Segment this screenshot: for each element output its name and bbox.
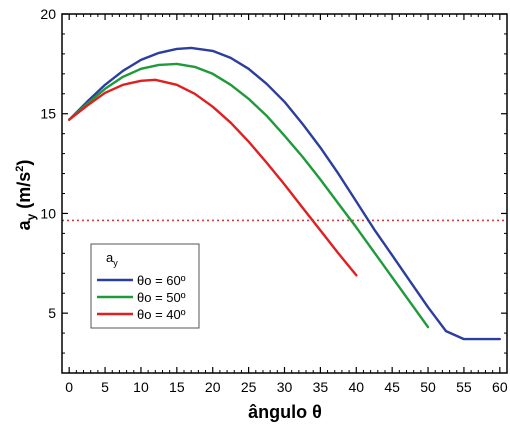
series-layer bbox=[68, 46, 501, 341]
y-ticks: 5 10 15 20 bbox=[40, 6, 507, 354]
x-tick-label: 35 bbox=[313, 379, 329, 395]
x-tick-label: 25 bbox=[241, 379, 257, 395]
x-tick-label: 10 bbox=[133, 379, 149, 395]
legend-title: ay bbox=[106, 250, 118, 268]
legend: ay θo = 60º θo = 50º θo = 40º bbox=[90, 243, 200, 329]
x-ticks: 0 5 10 15 20 25 30 35 40 45 50 55 60 bbox=[65, 14, 508, 395]
series-line-1 bbox=[68, 46, 501, 341]
x-tick-label: 50 bbox=[420, 379, 436, 395]
series-line-3 bbox=[68, 78, 358, 277]
x-tick-label: 30 bbox=[277, 379, 293, 395]
x-axis-title: ângulo θ bbox=[248, 402, 322, 422]
x-tick-label: 15 bbox=[169, 379, 185, 395]
y-tick-label: 5 bbox=[48, 305, 56, 321]
x-tick-label: 55 bbox=[456, 379, 472, 395]
legend-label-3: θo = 40º bbox=[137, 307, 186, 322]
x-tick-label: 0 bbox=[65, 379, 73, 395]
y-tick-label: 10 bbox=[40, 205, 56, 221]
x-tick-label: 40 bbox=[348, 379, 364, 395]
legend-label-1: θo = 60º bbox=[137, 273, 186, 288]
x-tick-label: 45 bbox=[384, 379, 400, 395]
series-line-2 bbox=[68, 62, 430, 329]
y-tick-label: 15 bbox=[40, 106, 56, 122]
legend-label-2: θo = 50º bbox=[137, 290, 186, 305]
x-tick-label: 60 bbox=[492, 379, 508, 395]
y-axis-title: ay (m/s2) bbox=[14, 160, 38, 231]
y-tick-label: 20 bbox=[40, 6, 56, 22]
x-tick-label: 5 bbox=[101, 379, 109, 395]
x-tick-label: 20 bbox=[205, 379, 221, 395]
